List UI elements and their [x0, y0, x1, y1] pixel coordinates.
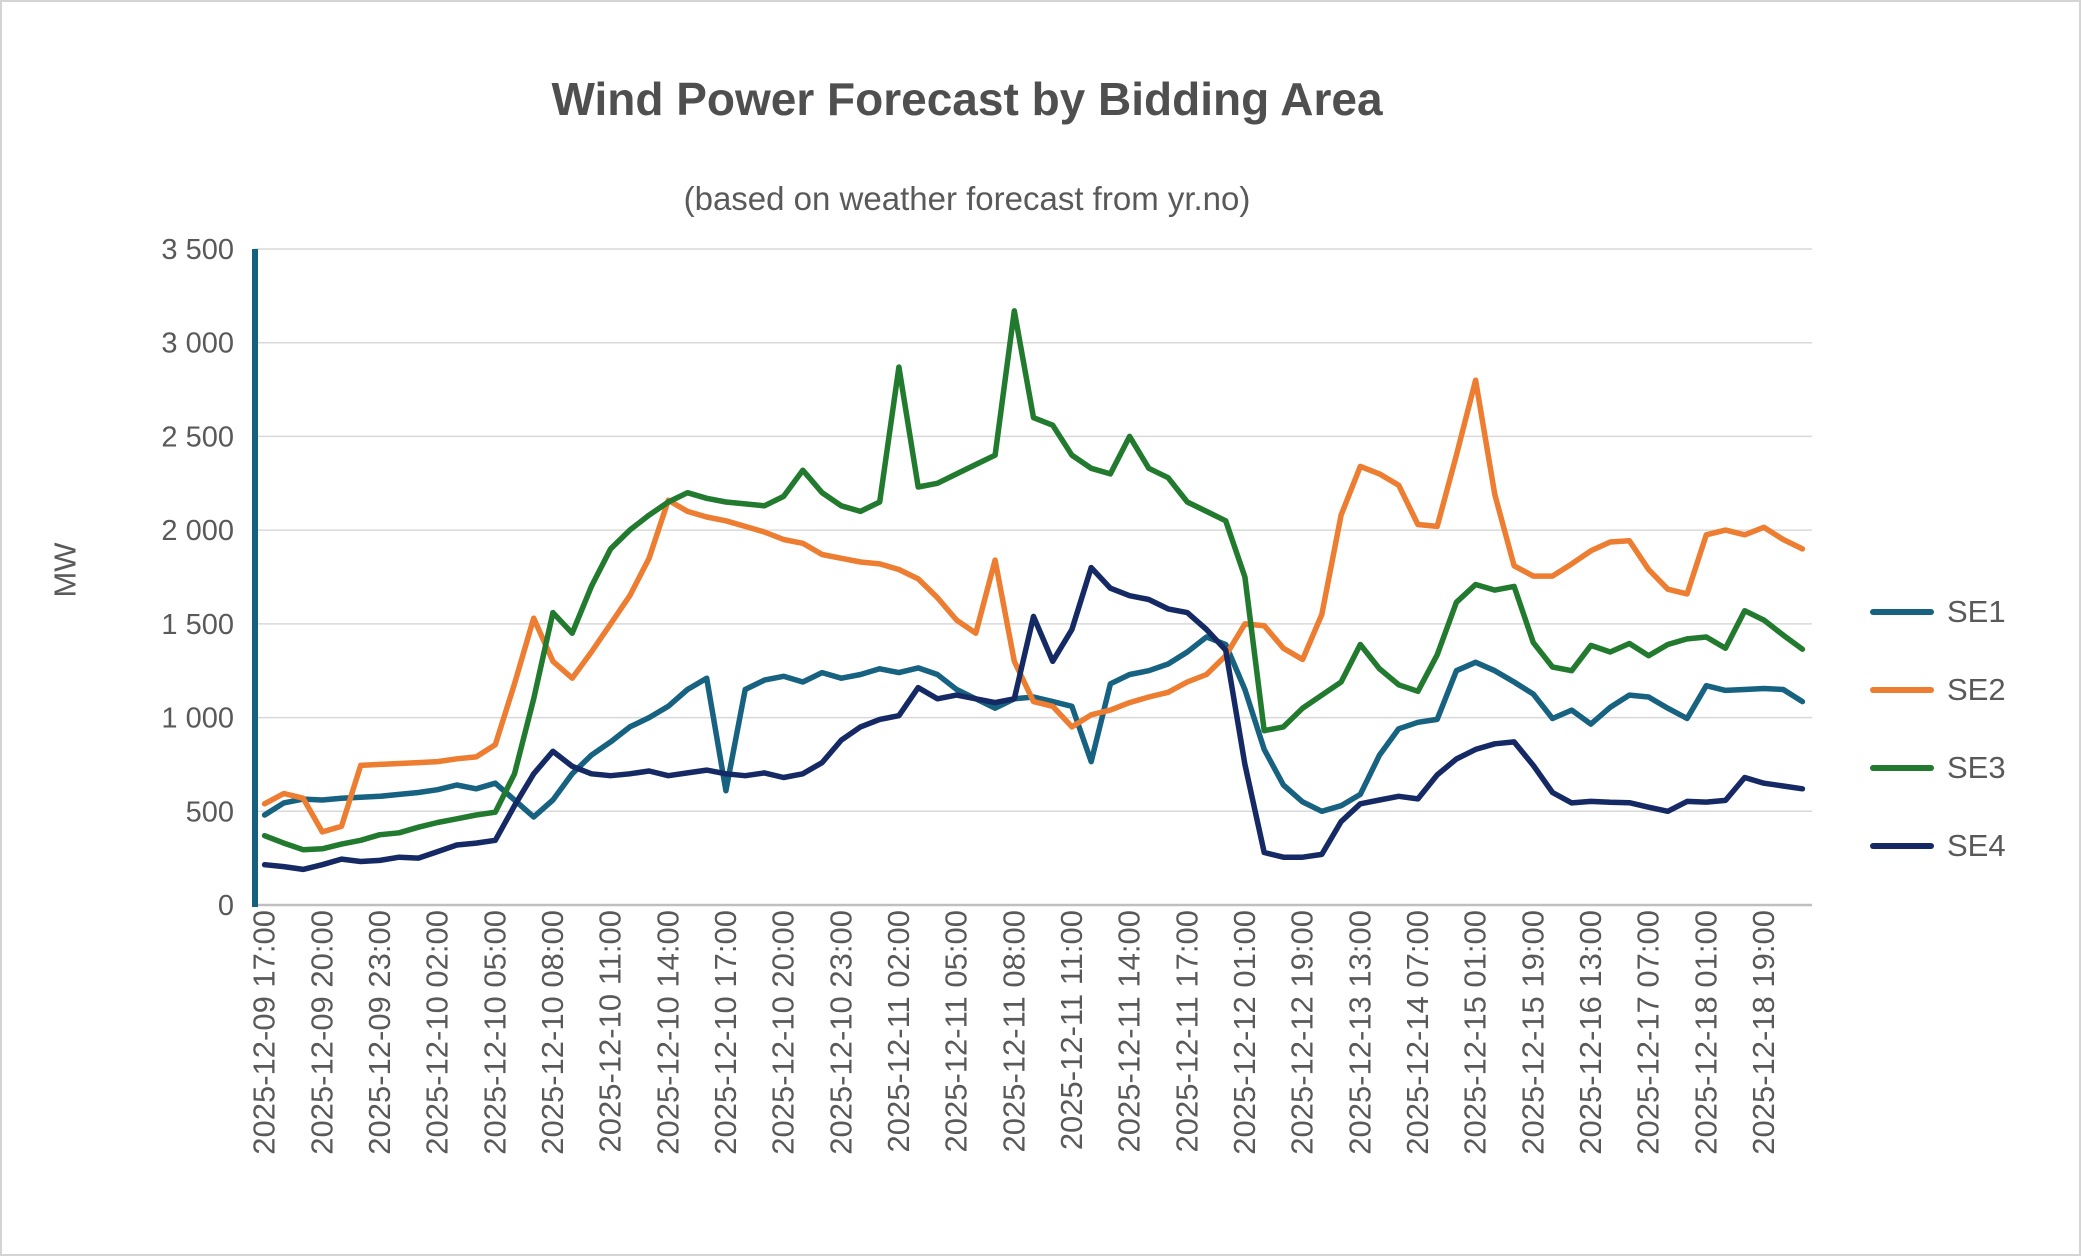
svg-text:3 000: 3 000 — [161, 328, 234, 360]
svg-text:2025-12-12 01:00: 2025-12-12 01:00 — [1227, 910, 1262, 1155]
series-line-se1 — [261, 634, 1806, 820]
svg-text:1 500: 1 500 — [161, 609, 234, 641]
series-line-se2 — [261, 377, 1806, 835]
legend-item-se1: SE1 — [1870, 573, 2006, 651]
legend-item-se2: SE2 — [1870, 651, 2006, 729]
svg-text:2025-12-16 13:00: 2025-12-16 13:00 — [1573, 910, 1608, 1155]
y-axis-tick-labels: 0 500 1 000 1 500 2 000 2 500 3 000 3 500 — [161, 234, 234, 922]
svg-text:2025-12-18 19:00: 2025-12-18 19:00 — [1746, 910, 1781, 1155]
chart-subtitle: (based on weather forecast from yr.no) — [683, 180, 1251, 217]
svg-text:2025-12-12 19:00: 2025-12-12 19:00 — [1285, 910, 1320, 1155]
svg-text:2025-12-10 02:00: 2025-12-10 02:00 — [420, 910, 455, 1155]
svg-text:0: 0 — [218, 890, 234, 922]
legend-item-se3: SE3 — [1870, 729, 2006, 807]
svg-text:2025-12-11 17:00: 2025-12-11 17:00 — [1169, 910, 1204, 1152]
svg-text:2025-12-10 11:00: 2025-12-10 11:00 — [593, 910, 628, 1152]
svg-text:2025-12-13 13:00: 2025-12-13 13:00 — [1342, 910, 1377, 1155]
svg-text:2025-12-11 02:00: 2025-12-11 02:00 — [881, 910, 916, 1152]
svg-text:3 500: 3 500 — [161, 234, 234, 266]
svg-text:2 000: 2 000 — [161, 515, 234, 547]
x-axis-tick-labels: 2025-12-09 17:00 2025-12-09 20:00 2025-12-… — [247, 910, 1781, 1155]
chart-title: Wind Power Forecast by Bidding Area — [551, 73, 1383, 125]
legend: SE1 SE2 SE3 SE4 — [1870, 573, 2006, 885]
svg-text:2025-12-11 14:00: 2025-12-11 14:00 — [1112, 910, 1147, 1152]
svg-text:2 500: 2 500 — [161, 421, 234, 453]
svg-text:2025-12-10 20:00: 2025-12-10 20:00 — [766, 910, 801, 1155]
legend-swatch-se1 — [1870, 609, 1934, 615]
svg-text:2025-12-17 07:00: 2025-12-17 07:00 — [1631, 910, 1666, 1155]
legend-swatch-se3 — [1870, 765, 1934, 771]
svg-text:2025-12-10 17:00: 2025-12-10 17:00 — [708, 910, 743, 1155]
legend-item-se4: SE4 — [1870, 807, 2006, 885]
svg-text:2025-12-10 05:00: 2025-12-10 05:00 — [477, 910, 512, 1155]
svg-text:2025-12-11 05:00: 2025-12-11 05:00 — [939, 910, 974, 1152]
svg-text:2025-12-11 11:00: 2025-12-11 11:00 — [1054, 910, 1089, 1150]
legend-label-se1: SE1 — [1947, 594, 2006, 629]
svg-text:2025-12-11 08:00: 2025-12-11 08:00 — [996, 910, 1031, 1152]
legend-swatch-se4 — [1870, 843, 1934, 849]
svg-text:2025-12-09 23:00: 2025-12-09 23:00 — [362, 910, 397, 1155]
series-line-se3 — [261, 308, 1806, 853]
svg-text:2025-12-14 07:00: 2025-12-14 07:00 — [1400, 910, 1435, 1155]
svg-text:2025-12-09 17:00: 2025-12-09 17:00 — [247, 910, 282, 1155]
legend-swatch-se2 — [1870, 687, 1934, 693]
svg-text:1 000: 1 000 — [161, 703, 234, 735]
svg-text:2025-12-10 14:00: 2025-12-10 14:00 — [650, 910, 685, 1155]
svg-text:500: 500 — [186, 796, 234, 828]
gridlines — [255, 248, 1812, 813]
svg-text:2025-12-10 08:00: 2025-12-10 08:00 — [535, 910, 570, 1155]
series-line-se4 — [261, 564, 1806, 873]
svg-text:2025-12-09 20:00: 2025-12-09 20:00 — [304, 910, 339, 1155]
legend-label-se2: SE2 — [1947, 672, 2006, 707]
svg-text:2025-12-15 01:00: 2025-12-15 01:00 — [1458, 910, 1493, 1155]
legend-label-se3: SE3 — [1947, 750, 2006, 785]
svg-text:2025-12-15 19:00: 2025-12-15 19:00 — [1515, 910, 1550, 1155]
legend-label-se4: SE4 — [1947, 828, 2006, 863]
svg-text:2025-12-18 01:00: 2025-12-18 01:00 — [1688, 910, 1723, 1155]
svg-text:2025-12-10 23:00: 2025-12-10 23:00 — [823, 910, 858, 1155]
